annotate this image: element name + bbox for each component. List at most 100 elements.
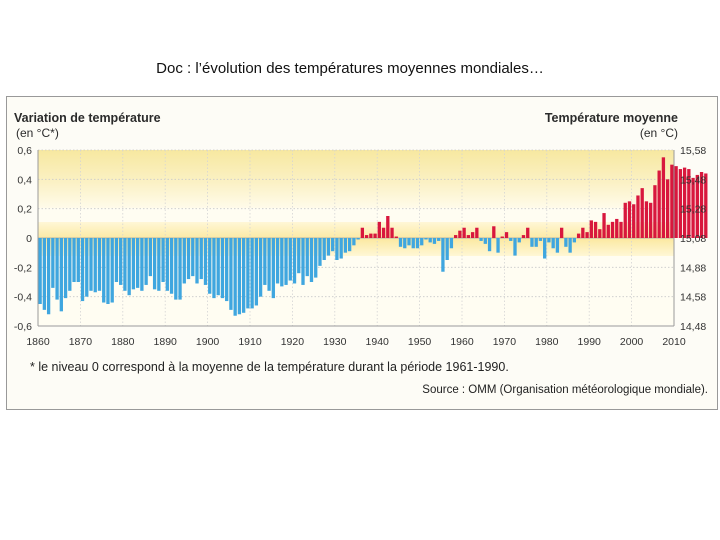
left-axis-title: Variation de température — [14, 111, 161, 125]
bar-2010 — [674, 166, 678, 238]
left-tick-label: -0,6 — [14, 321, 32, 333]
bar-1889 — [161, 238, 165, 282]
bar-1908 — [241, 238, 246, 313]
bar-1980 — [547, 238, 551, 243]
bar-1903 — [220, 238, 225, 299]
bar-1965 — [483, 238, 487, 244]
bar-1954 — [437, 238, 441, 241]
bar-1942 — [386, 216, 390, 238]
bar-1949 — [415, 238, 420, 249]
bar-1907 — [237, 238, 242, 315]
bar-2002 — [640, 188, 644, 238]
bar-1873 — [93, 238, 97, 293]
bar-1892 — [174, 238, 178, 300]
right-tick-label: 15,48 — [680, 174, 706, 186]
bar-1997 — [619, 221, 623, 238]
bar-2017 — [704, 173, 708, 238]
bar-2005 — [653, 185, 657, 238]
bar-1940 — [377, 221, 381, 238]
bar-1886 — [148, 238, 153, 277]
bar-2003 — [644, 201, 649, 238]
bar-1932 — [343, 238, 348, 253]
bar-1918 — [284, 238, 288, 285]
bar-1928 — [326, 238, 331, 256]
bar-1877 — [110, 238, 114, 303]
bar-1870 — [80, 238, 85, 302]
bar-1866 — [63, 238, 68, 299]
right-tick-label: 15,08 — [680, 233, 706, 245]
bar-1982 — [555, 238, 560, 253]
bar-1923 — [305, 238, 309, 277]
bar-2016 — [699, 172, 704, 238]
right-tick-label: 14,88 — [680, 262, 706, 274]
bar-1994 — [606, 224, 610, 238]
bar-1983 — [559, 227, 564, 238]
bar-1865 — [59, 238, 63, 312]
bar-2014 — [691, 177, 695, 238]
left-tick-label: -0,4 — [14, 292, 32, 304]
bar-1972 — [513, 238, 517, 256]
page-title: Doc : l’évolution des températures moyen… — [156, 60, 544, 77]
bar-1893 — [178, 238, 182, 300]
x-tick-label: 1990 — [578, 336, 602, 348]
x-tick-label: 2000 — [620, 336, 644, 348]
bar-1963 — [475, 227, 479, 238]
bar-1931 — [339, 238, 343, 259]
bar-1919 — [288, 238, 292, 281]
bar-1964 — [479, 238, 483, 241]
bar-1899 — [203, 238, 208, 285]
left-tick-label: 0 — [26, 233, 32, 245]
x-tick-label: 1940 — [366, 336, 390, 348]
bar-1914 — [267, 238, 271, 291]
left-tick-label: -0,2 — [14, 262, 32, 274]
bar-1962 — [470, 232, 475, 238]
bar-1920 — [292, 238, 297, 284]
bar-1989 — [585, 232, 589, 238]
bar-1864 — [55, 238, 59, 300]
bar-1960 — [462, 227, 466, 238]
bar-1992 — [598, 229, 602, 238]
right-tick-label: 14,58 — [680, 292, 706, 304]
x-tick-label: 1950 — [408, 336, 432, 348]
right-axis-unit: (en °C) — [640, 126, 678, 140]
bar-1924 — [309, 238, 314, 282]
left-axis-unit: (en °C*) — [16, 126, 59, 140]
bar-1951 — [424, 238, 428, 240]
bar-1883 — [135, 238, 140, 288]
x-tick-label: 2010 — [662, 336, 686, 348]
x-tick-label: 1980 — [535, 336, 559, 348]
bar-1968 — [496, 238, 500, 253]
bar-1957 — [449, 238, 454, 249]
bar-1900 — [208, 238, 212, 294]
bar-1946 — [403, 238, 407, 249]
bar-1961 — [466, 235, 471, 238]
bar-1991 — [593, 221, 598, 238]
bar-1930 — [335, 238, 339, 260]
x-tick-label: 1930 — [323, 336, 347, 348]
bar-1993 — [602, 213, 606, 238]
bar-1895 — [186, 238, 191, 280]
bar-2007 — [661, 157, 666, 238]
bar-1909 — [246, 238, 250, 309]
bar-1875 — [102, 238, 106, 303]
bar-1884 — [140, 238, 144, 291]
bar-1925 — [314, 238, 318, 278]
bar-2012 — [682, 167, 687, 238]
bar-1882 — [131, 238, 136, 290]
bar-1943 — [390, 227, 394, 238]
bar-1894 — [182, 238, 186, 284]
x-tick-label: 1960 — [450, 336, 474, 348]
bar-1933 — [347, 238, 352, 252]
bar-1953 — [432, 238, 437, 244]
bar-1885 — [144, 238, 148, 285]
x-tick-label: 1970 — [493, 336, 517, 348]
bar-1872 — [89, 238, 93, 291]
bar-1984 — [564, 238, 568, 247]
bar-1969 — [500, 236, 504, 238]
bar-1996 — [615, 218, 619, 238]
bar-1999 — [627, 201, 632, 238]
right-tick-label: 15,28 — [680, 204, 706, 216]
footnote: * le niveau 0 correspond à la moyenne de… — [30, 360, 509, 374]
bar-1867 — [68, 238, 72, 291]
x-tick-label: 1910 — [238, 336, 262, 348]
